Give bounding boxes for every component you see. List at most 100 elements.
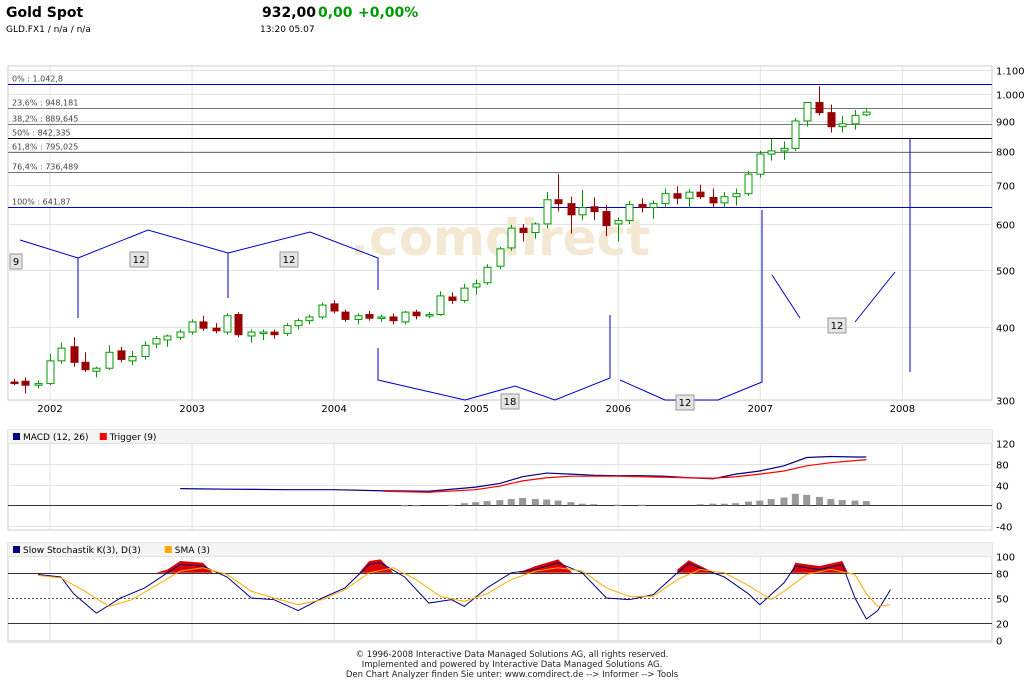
macd-histogram-bar xyxy=(483,501,491,506)
cycle-count-label: 12 xyxy=(827,317,847,334)
macd-histogram-bar xyxy=(507,499,515,506)
price-candle xyxy=(602,205,611,237)
price-candle xyxy=(128,350,137,366)
candle-up-body xyxy=(862,111,871,116)
stoch-y-tick-label: 50 xyxy=(996,595,1009,606)
price-candle xyxy=(354,313,363,325)
price-candle xyxy=(247,329,256,343)
cycle-count-box xyxy=(279,251,299,268)
price-candle xyxy=(519,223,528,242)
candle-up-body xyxy=(305,316,314,322)
candle-up-body xyxy=(152,338,161,345)
price-candle xyxy=(625,201,634,224)
cycle-count-text: 9 xyxy=(13,257,19,268)
price-candle xyxy=(543,192,552,229)
cycle-count-box xyxy=(9,253,23,270)
price-x-tick-label: 2003 xyxy=(179,404,204,415)
instrument-code: GLD.FX1 / n/a / n/a xyxy=(6,25,91,35)
candle-up-body xyxy=(105,351,114,369)
price-panel: 2002 2003 2004 2005 2006 2007 2008 300 400 500 600… xyxy=(7,65,1024,415)
macd-histogram-bar xyxy=(472,502,480,506)
candle-down-body xyxy=(709,196,718,204)
macd-y-tick-label: 80 xyxy=(996,461,1009,472)
candle-down-body xyxy=(815,101,824,114)
candle-up-body xyxy=(803,101,812,122)
price-candle xyxy=(673,186,682,205)
macd-histogram-bar xyxy=(756,500,764,506)
cycle-count-text: 12 xyxy=(283,255,296,266)
price-candle xyxy=(744,170,753,196)
candle-up-body xyxy=(294,320,303,327)
price-candle xyxy=(578,189,587,220)
price-candle xyxy=(34,380,43,389)
candle-up-body xyxy=(780,147,789,152)
macd-histogram-bar xyxy=(496,500,504,506)
stoch-y-tick-label: 20 xyxy=(996,620,1009,631)
price-candle xyxy=(270,329,279,339)
macd-histogram-bar xyxy=(590,504,598,506)
macd-legend-label: MACD (12, 26) xyxy=(23,433,89,443)
price-candle xyxy=(389,313,398,325)
macd-line xyxy=(180,455,867,492)
macd-histogram-bar xyxy=(744,501,752,506)
cycle-annotation-line xyxy=(227,231,379,290)
macd-histogram-bar xyxy=(554,500,562,506)
price-candle xyxy=(767,138,776,161)
stoch-overbought-fill xyxy=(156,561,213,573)
candle-down-body xyxy=(270,331,279,336)
price-candle xyxy=(81,352,90,372)
fib-level-label: 50% : 842,335 xyxy=(12,129,71,138)
candle-up-body xyxy=(259,331,268,335)
candle-up-body xyxy=(791,120,800,149)
price-y-tick-label: 300 xyxy=(996,397,1015,408)
candle-down-body xyxy=(212,327,221,332)
fib-level-label: 0% : 1.042,8 xyxy=(12,75,63,84)
candle-up-body xyxy=(496,248,505,267)
macd-legend-swatch xyxy=(13,433,20,440)
candle-down-body xyxy=(412,311,421,317)
chart-area: 2002 2003 2004 2005 2006 2007 2008300400500600… xyxy=(7,65,1024,648)
price-candle xyxy=(223,313,232,335)
candle-down-body xyxy=(341,311,350,320)
macd-histogram-bar xyxy=(803,494,811,506)
price-y-tick-label: 1.100 xyxy=(996,67,1024,78)
macd-histogram-bar xyxy=(448,504,456,506)
price-candle xyxy=(756,150,765,178)
price-candle xyxy=(92,366,101,378)
stoch-legend-label: Slow Stochastik K(3), D(3) xyxy=(23,546,141,556)
price-candle xyxy=(614,217,623,242)
fib-level-label: 61,8% : 795,025 xyxy=(12,143,78,152)
price-candle xyxy=(661,188,670,208)
price-candle xyxy=(305,314,314,325)
candle-down-body xyxy=(389,316,398,322)
candle-down-body xyxy=(590,206,599,213)
macd-y-tick-label: -40 xyxy=(996,523,1012,534)
price-candle xyxy=(152,335,161,349)
footer-line-3: Den Chart Analyzer finden Sie unter: www… xyxy=(345,670,679,680)
candle-down-body xyxy=(365,314,374,319)
candle-down-body xyxy=(330,303,339,312)
macd-histogram-bar xyxy=(567,502,575,506)
footer-copyright: © 1996-2008 Interactive Data Managed Sol… xyxy=(0,650,1024,680)
last-price: 932,00 xyxy=(262,5,317,21)
price-candle xyxy=(507,224,516,251)
cycle-count-label: 12 xyxy=(675,394,695,411)
candle-up-body xyxy=(176,331,185,338)
price-candle xyxy=(531,222,540,239)
macd-legend-swatch xyxy=(99,433,107,440)
price-candle xyxy=(46,353,55,386)
candle-down-body xyxy=(602,211,611,227)
price-candle xyxy=(188,319,197,335)
cycle-annotation-line xyxy=(77,229,229,298)
fib-level-label: 38,2% : 889,645 xyxy=(12,115,78,124)
candle-up-body xyxy=(460,287,469,301)
candle-up-body xyxy=(163,335,172,341)
price-candle xyxy=(330,300,339,314)
macd-panel: -40 0 40 80 120 MACD (12, 26) Trigger (9) xyxy=(7,429,1015,534)
price-y-tick-label: 900 xyxy=(996,118,1015,129)
price-candle xyxy=(791,118,800,151)
stoch-y-tick-label: 100 xyxy=(996,553,1015,564)
candle-up-body xyxy=(188,321,197,333)
price-x-tick-label: 2008 xyxy=(890,404,915,415)
price-y-tick-label: 800 xyxy=(996,148,1015,159)
